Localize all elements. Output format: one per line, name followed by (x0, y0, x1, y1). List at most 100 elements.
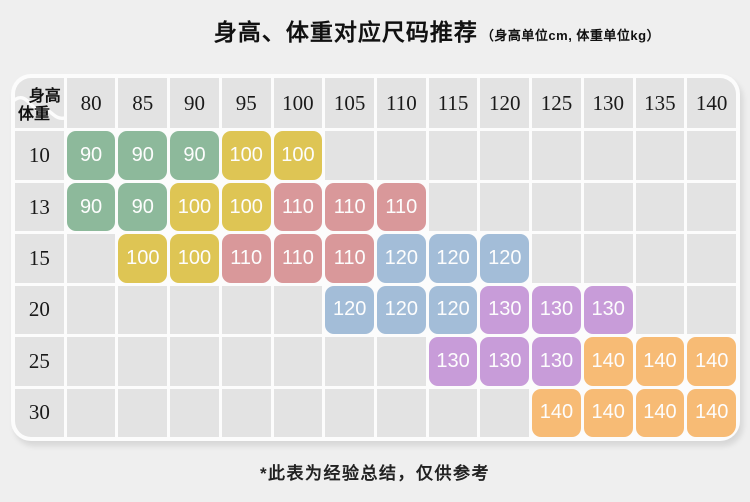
empty-cell (635, 285, 685, 335)
size-cell: 90 (170, 131, 219, 180)
size-cell: 110 (377, 182, 426, 232)
size-cell: 90 (66, 182, 116, 232)
size-chart-panel: 身高 体重 80 85 90 95 100 105 110 115 120 125 130 135 140 1… (11, 74, 740, 441)
empty-cell (170, 388, 219, 437)
size-cell: 110 (221, 234, 271, 283)
empty-cell (687, 182, 736, 232)
size-cell: 140 (532, 388, 581, 437)
size-cell: 130 (480, 337, 530, 386)
size-cell: 110 (325, 234, 374, 283)
height-header-cell: 105 (325, 78, 374, 129)
empty-cell (583, 234, 633, 283)
empty-cell (66, 234, 116, 283)
size-cell: 100 (170, 182, 219, 232)
page-title-row: 身高、体重对应尺码推荐 （身高单位cm, 体重单位kg） (62, 13, 750, 47)
empty-cell (221, 337, 271, 386)
height-header-cell: 125 (532, 78, 581, 129)
empty-cell (377, 337, 426, 386)
empty-cell (221, 388, 271, 437)
empty-cell (118, 285, 168, 335)
size-cell: 130 (428, 337, 478, 386)
page-title: 身高、体重对应尺码推荐 (213, 19, 478, 45)
empty-cell (118, 337, 168, 386)
height-header-cell: 115 (428, 78, 478, 129)
size-cell: 140 (687, 337, 736, 386)
empty-cell (66, 388, 116, 437)
empty-cell (170, 337, 219, 386)
size-cell: 140 (583, 337, 633, 386)
empty-cell (377, 388, 426, 437)
size-cell: 120 (325, 285, 374, 335)
size-cell: 140 (635, 337, 685, 386)
empty-cell (635, 182, 685, 232)
size-cell: 120 (377, 285, 426, 335)
empty-cell (66, 337, 116, 386)
empty-cell (480, 182, 530, 232)
empty-cell (480, 131, 530, 180)
size-cell: 100 (170, 234, 219, 283)
empty-cell (66, 285, 116, 335)
size-grid: 身高 体重 80 85 90 95 100 105 110 115 120 125 130 135 140 1… (11, 74, 740, 441)
empty-cell (325, 337, 374, 386)
empty-cell (687, 234, 736, 283)
empty-cell (635, 234, 685, 283)
corner-cell: 身高 体重 (15, 78, 64, 129)
empty-cell (273, 285, 323, 335)
height-header-cell: 80 (66, 78, 116, 129)
size-cell: 100 (221, 131, 271, 180)
size-cell: 90 (118, 131, 168, 180)
weight-label-cell: 13 (15, 182, 64, 232)
size-cell: 90 (118, 182, 168, 232)
empty-cell (273, 388, 323, 437)
height-header-cell: 95 (221, 78, 271, 129)
height-header-cell: 85 (118, 78, 168, 129)
size-cell: 110 (325, 182, 374, 232)
size-cell: 100 (118, 234, 168, 283)
size-cell: 110 (273, 234, 323, 283)
height-header-cell: 100 (273, 78, 323, 129)
empty-cell (687, 285, 736, 335)
height-header-cell: 110 (377, 78, 426, 129)
empty-cell (428, 131, 478, 180)
height-axis-label: 身高 (28, 88, 61, 105)
weight-axis-label: 体重 (18, 106, 51, 124)
weight-label-cell: 30 (15, 388, 64, 437)
weight-label-cell: 20 (15, 285, 64, 335)
size-cell: 100 (273, 131, 323, 180)
empty-cell (635, 131, 685, 180)
empty-cell (273, 337, 323, 386)
height-header-cell: 120 (480, 78, 530, 129)
empty-cell (428, 182, 478, 232)
size-cell: 120 (428, 285, 478, 335)
footnote: *此表为经验总结，仅供参考 (259, 464, 491, 483)
size-cell: 130 (532, 285, 581, 335)
size-cell: 120 (480, 234, 530, 283)
size-cell: 130 (532, 337, 581, 386)
size-cell: 130 (583, 285, 633, 335)
empty-cell (480, 388, 530, 437)
height-header-cell: 90 (170, 78, 219, 129)
size-cell: 110 (273, 182, 323, 232)
weight-label-cell: 25 (15, 337, 64, 386)
size-cell: 120 (377, 234, 426, 283)
empty-cell (687, 131, 736, 180)
weight-label-cell: 15 (15, 234, 64, 283)
empty-cell (532, 234, 581, 283)
size-cell: 140 (583, 388, 633, 437)
empty-cell (221, 285, 271, 335)
empty-cell (118, 388, 168, 437)
empty-cell (170, 285, 219, 335)
empty-cell (532, 131, 581, 180)
weight-label-cell: 10 (15, 131, 64, 180)
size-cell: 90 (66, 131, 116, 180)
empty-cell (377, 131, 426, 180)
size-cell: 120 (428, 234, 478, 283)
size-cell: 130 (480, 285, 530, 335)
size-cell: 140 (635, 388, 685, 437)
empty-cell (428, 388, 478, 437)
height-header-cell: 140 (687, 78, 736, 129)
size-cell: 140 (687, 388, 736, 437)
height-header-cell: 130 (583, 78, 633, 129)
empty-cell (325, 131, 374, 180)
empty-cell (583, 131, 633, 180)
